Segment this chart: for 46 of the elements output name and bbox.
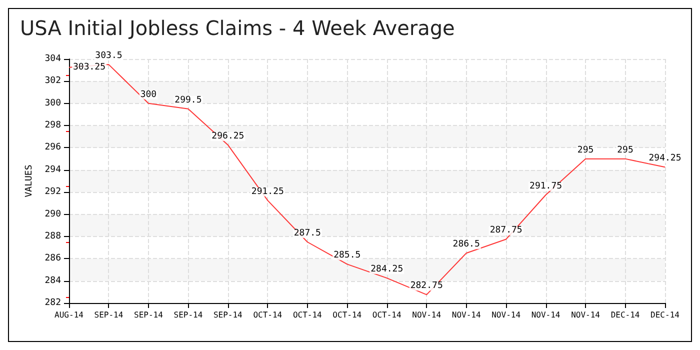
data-label: 284.25 — [370, 264, 404, 275]
data-label: 295 — [577, 145, 594, 156]
x-tick-label: DEC-14 — [650, 310, 680, 320]
x-tick-label: SEP-14 — [174, 310, 203, 320]
y-tick-label: 302 — [44, 76, 61, 86]
data-label: 303.5 — [95, 51, 122, 62]
x-tick-label: OCT-14 — [253, 310, 282, 320]
x-tick-label: NOV-14 — [531, 310, 560, 320]
data-label: 303.25 — [73, 62, 106, 72]
x-tick-label: SEP-14 — [94, 310, 124, 320]
data-label: 287.5 — [294, 228, 321, 238]
data-label: 282.75 — [410, 281, 443, 292]
x-tick-label: OCT-14 — [292, 310, 322, 320]
y-tick-label: 292 — [44, 187, 61, 198]
data-label: 295 — [617, 145, 634, 156]
x-tick-label: SEP-14 — [134, 310, 164, 320]
x-tick-label: DEC-14 — [610, 310, 640, 320]
data-label: 287.75 — [490, 226, 522, 236]
x-tick-label: NOV-14 — [492, 310, 521, 320]
data-label: 286.5 — [452, 240, 480, 250]
y-tick-label: 284 — [44, 276, 61, 286]
x-tick-label: NOV-14 — [412, 310, 442, 320]
data-label: 296.25 — [212, 131, 244, 142]
y-tick-label: 294 — [44, 164, 61, 175]
data-label: 291.75 — [530, 181, 562, 192]
data-label: 291.25 — [251, 186, 284, 197]
y-tick-label: 290 — [44, 209, 61, 220]
data-label: 294.25 — [648, 154, 682, 164]
x-tick-label: SEP-14 — [213, 310, 243, 320]
data-label: 285.5 — [334, 250, 361, 261]
x-tick-label: AUG-14 — [54, 310, 84, 320]
chart-title: USA Initial Jobless Claims - 4 Week Average — [20, 16, 455, 40]
y-tick-label: 298 — [44, 120, 61, 131]
y-tick-label: 296 — [44, 142, 61, 153]
data-label: 300 — [140, 90, 157, 100]
x-tick-label: NOV-14 — [571, 310, 600, 320]
data-label: 299.5 — [174, 95, 202, 106]
y-tick-label: 304 — [44, 54, 61, 64]
y-tick-label: 282 — [44, 298, 61, 308]
x-tick-label: NOV-14 — [452, 310, 481, 320]
x-tick-label: OCT-14 — [332, 310, 362, 320]
y-tick-label: 286 — [44, 254, 61, 264]
y-axis-title: VALUES — [24, 164, 34, 198]
y-tick-label: 300 — [44, 98, 61, 108]
x-tick-label: OCT-14 — [372, 310, 402, 320]
y-tick-label: 288 — [44, 231, 61, 242]
